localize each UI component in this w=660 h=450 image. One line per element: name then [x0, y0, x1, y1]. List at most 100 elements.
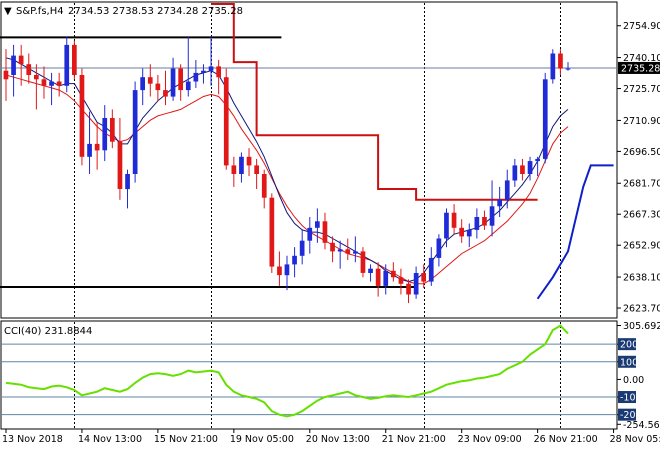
current-price-label: 2735.28	[621, 63, 660, 74]
candle-body	[406, 283, 411, 295]
candle-body	[216, 66, 221, 78]
price-tick-label: 2638.10	[623, 273, 660, 284]
price-tick-label: 2652.90	[623, 241, 660, 252]
candle-body	[315, 221, 320, 228]
dropdown-arrow-icon[interactable]: ▼	[4, 6, 12, 17]
candle-body	[428, 257, 434, 282]
candle-body	[421, 273, 426, 282]
candle-body	[163, 90, 168, 97]
candle-body	[170, 68, 176, 97]
price-tick-label: 2681.70	[623, 179, 660, 190]
candle-body	[459, 227, 464, 237]
candle-body	[466, 229, 472, 237]
candle-body	[512, 165, 518, 181]
candle-body	[193, 72, 199, 82]
moving-averages	[5, 57, 569, 285]
candle-body	[18, 55, 24, 65]
chart-symbol: S&P.fs,H4	[16, 6, 64, 17]
time-tick-label: 13 Nov 2018	[2, 434, 63, 445]
candle-body	[223, 77, 229, 166]
candle-body	[201, 70, 206, 73]
candle-body	[520, 165, 525, 174]
time-tick-label: 15 Nov 21:00	[154, 434, 218, 445]
cci-level-label: -200	[620, 410, 642, 421]
candle-body	[261, 174, 267, 198]
time-tick-label: 26 Nov 21:00	[534, 434, 598, 445]
candle-body	[178, 68, 183, 91]
time-axis: 13 Nov 2018 14 Nov 13:00 15 Nov 21:00 19 No…	[2, 429, 660, 445]
candle-body	[3, 70, 9, 80]
candle-body	[34, 75, 39, 80]
candle-body	[368, 268, 373, 273]
candle-body	[558, 53, 563, 69]
candle-body	[474, 217, 480, 230]
candle-body	[489, 206, 495, 226]
chart-ohlc: 2734.53 2738.53 2734.28 2735.28	[68, 6, 243, 17]
price-tick-label: 2740.10	[623, 53, 660, 64]
cci-levels	[2, 343, 617, 416]
cci-level-label: 100	[620, 357, 638, 368]
cci-pane-frame	[0, 320, 618, 430]
candle-body	[246, 156, 252, 166]
candle-body	[72, 44, 77, 75]
candle-body	[535, 158, 540, 162]
time-tick-label: 19 Nov 05:00	[230, 434, 294, 445]
candle-body	[360, 251, 366, 273]
cci-title: CCI(40) 231.8844	[4, 326, 92, 337]
candle-body	[254, 165, 259, 174]
cci-level-label: 200	[620, 340, 638, 351]
price-tick-label: 2710.90	[623, 116, 660, 127]
stop-lines	[211, 3, 614, 300]
candlesticks	[3, 36, 571, 304]
price-tick-label: 2754.90	[623, 21, 660, 32]
candle-body	[444, 212, 449, 239]
candle-body	[353, 251, 358, 254]
time-tick-label: 28 Nov 05:00	[610, 434, 660, 445]
candle-body	[542, 79, 548, 159]
time-tick-label: 20 Nov 13:00	[306, 434, 370, 445]
candle-body	[383, 270, 389, 286]
ma-line	[5, 57, 569, 283]
price-pane-frame	[0, 1, 618, 319]
candle-body	[497, 199, 502, 207]
candle-body	[110, 118, 115, 142]
price-tick-label: 2667.30	[623, 210, 660, 221]
time-tick-label: 21 Nov 21:00	[382, 434, 446, 445]
candle-body	[79, 75, 85, 157]
cci-line	[5, 324, 569, 418]
candle-body	[299, 240, 305, 256]
candle-body	[239, 156, 244, 174]
current-price-tag	[618, 61, 660, 74]
price-tick-label: 2623.70	[623, 304, 660, 315]
cci-level-tag	[618, 391, 636, 404]
candle-body	[26, 64, 32, 75]
candle-body	[322, 221, 328, 243]
candle-body	[231, 165, 237, 174]
candle-body	[132, 90, 138, 174]
candle-body	[140, 77, 145, 91]
cci-tick-label: -254.5694	[623, 420, 660, 431]
candle-body	[185, 81, 191, 91]
candle-body	[375, 268, 381, 286]
candle-body	[345, 249, 351, 254]
candle-body	[337, 249, 343, 252]
cci-level-tag	[618, 408, 636, 421]
candle-body	[277, 266, 282, 276]
candle-body	[527, 161, 533, 174]
cci-level-tag	[618, 355, 636, 368]
candle-body	[41, 79, 47, 86]
candle-body	[284, 264, 290, 276]
time-tick-label: 14 Nov 13:00	[78, 434, 142, 445]
candle-body	[125, 174, 130, 190]
price-tick-label: 2725.70	[623, 84, 660, 95]
price-axis: 2754.90 2740.10 2725.70 2710.90 2696.50 2681.…	[617, 21, 660, 315]
cci-tick-label: 305.692	[623, 321, 660, 332]
candle-body	[436, 238, 442, 258]
cci-level-label: -100	[620, 393, 642, 404]
cci-series	[5, 324, 569, 418]
candle-body	[504, 180, 510, 200]
candle-body	[49, 81, 54, 86]
